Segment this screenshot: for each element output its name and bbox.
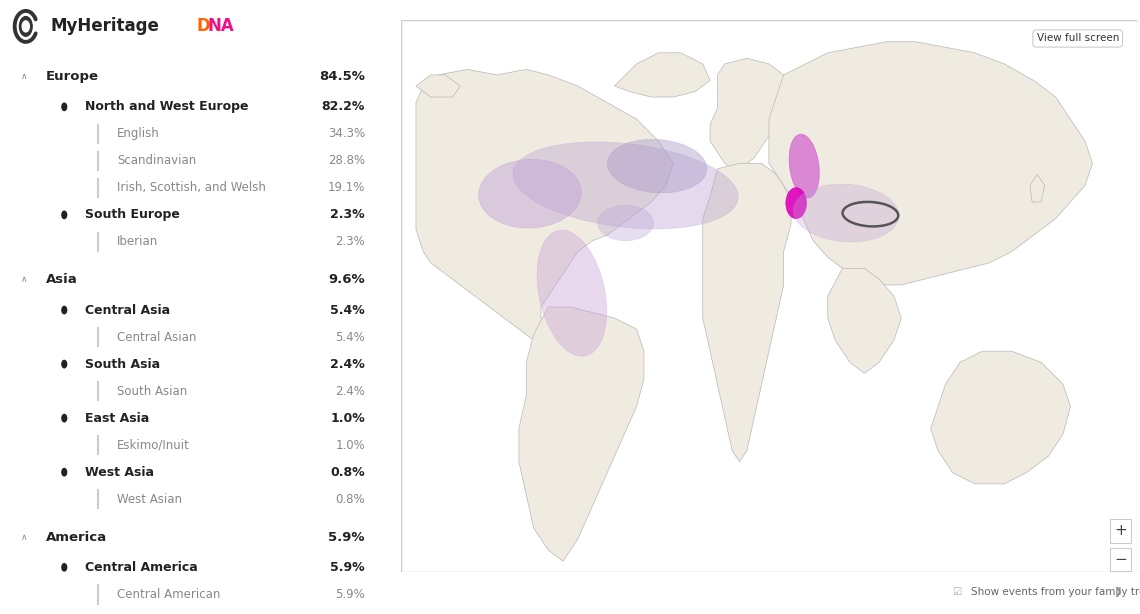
Polygon shape bbox=[930, 351, 1070, 484]
Text: Asia: Asia bbox=[46, 273, 78, 287]
Polygon shape bbox=[614, 53, 710, 97]
Text: ∧: ∧ bbox=[21, 533, 27, 542]
Polygon shape bbox=[768, 42, 1092, 285]
Ellipse shape bbox=[608, 139, 707, 193]
Text: West Asia: West Asia bbox=[86, 465, 154, 479]
Text: Central Asia: Central Asia bbox=[86, 303, 170, 317]
Ellipse shape bbox=[537, 230, 606, 356]
Circle shape bbox=[62, 211, 66, 219]
Ellipse shape bbox=[597, 205, 653, 241]
Text: 84.5%: 84.5% bbox=[319, 70, 365, 84]
Text: Central Asian: Central Asian bbox=[117, 330, 196, 344]
Polygon shape bbox=[1029, 174, 1044, 202]
Circle shape bbox=[22, 21, 30, 32]
Text: Central America: Central America bbox=[86, 561, 198, 574]
Text: ∧: ∧ bbox=[21, 72, 27, 81]
Text: 34.3%: 34.3% bbox=[328, 127, 365, 141]
Polygon shape bbox=[416, 69, 674, 340]
Circle shape bbox=[62, 103, 66, 111]
Circle shape bbox=[62, 564, 66, 571]
Text: Scandinavian: Scandinavian bbox=[117, 154, 196, 168]
Text: 2.4%: 2.4% bbox=[331, 357, 365, 371]
Ellipse shape bbox=[793, 184, 898, 242]
Text: 28.8%: 28.8% bbox=[328, 154, 365, 168]
Ellipse shape bbox=[513, 142, 739, 229]
Text: D: D bbox=[196, 17, 210, 36]
Text: ❯: ❯ bbox=[1114, 587, 1123, 597]
Text: 19.1%: 19.1% bbox=[327, 181, 365, 195]
Text: View full screen: View full screen bbox=[1036, 34, 1119, 44]
Text: 5.4%: 5.4% bbox=[335, 330, 365, 344]
Text: NA: NA bbox=[207, 17, 234, 36]
Text: 5.9%: 5.9% bbox=[335, 588, 365, 601]
Text: MyHeritage: MyHeritage bbox=[51, 17, 160, 36]
Text: 1.0%: 1.0% bbox=[331, 411, 365, 425]
Text: North and West Europe: North and West Europe bbox=[86, 100, 249, 114]
Text: Show events from your family tree: Show events from your family tree bbox=[971, 587, 1140, 597]
Text: 5.9%: 5.9% bbox=[331, 561, 365, 574]
Polygon shape bbox=[702, 163, 791, 462]
Text: ∧: ∧ bbox=[21, 276, 27, 284]
Text: South Asia: South Asia bbox=[86, 357, 161, 371]
Text: 9.6%: 9.6% bbox=[328, 273, 365, 287]
Text: 2.3%: 2.3% bbox=[331, 208, 365, 222]
Ellipse shape bbox=[789, 134, 820, 198]
Text: 2.3%: 2.3% bbox=[335, 235, 365, 249]
Text: Irish, Scottish, and Welsh: Irish, Scottish, and Welsh bbox=[117, 181, 266, 195]
Polygon shape bbox=[710, 58, 791, 169]
Text: South Europe: South Europe bbox=[86, 208, 180, 222]
Circle shape bbox=[62, 360, 66, 368]
Text: −: − bbox=[1114, 552, 1126, 567]
Text: ☑: ☑ bbox=[952, 587, 961, 597]
Text: East Asia: East Asia bbox=[86, 411, 149, 425]
Text: 0.8%: 0.8% bbox=[331, 465, 365, 479]
Text: English: English bbox=[117, 127, 160, 141]
Text: 2.4%: 2.4% bbox=[335, 384, 365, 398]
Text: 5.4%: 5.4% bbox=[331, 303, 365, 317]
Text: Eskimo/Inuit: Eskimo/Inuit bbox=[117, 438, 190, 452]
Text: +: + bbox=[1114, 523, 1126, 538]
Polygon shape bbox=[828, 268, 902, 373]
Text: 1.0%: 1.0% bbox=[335, 438, 365, 452]
Text: South Asian: South Asian bbox=[117, 384, 187, 398]
Text: 5.9%: 5.9% bbox=[328, 530, 365, 544]
Polygon shape bbox=[416, 75, 461, 97]
Text: Europe: Europe bbox=[46, 70, 99, 84]
Text: America: America bbox=[46, 530, 107, 544]
Text: Iberian: Iberian bbox=[117, 235, 158, 249]
Circle shape bbox=[19, 17, 32, 36]
Text: West Asian: West Asian bbox=[117, 492, 182, 506]
Ellipse shape bbox=[785, 188, 806, 219]
Text: Central American: Central American bbox=[117, 588, 220, 601]
Circle shape bbox=[62, 414, 66, 422]
Text: 0.8%: 0.8% bbox=[335, 492, 365, 506]
Ellipse shape bbox=[479, 160, 581, 228]
Circle shape bbox=[62, 306, 66, 314]
Circle shape bbox=[62, 468, 66, 476]
Text: 82.2%: 82.2% bbox=[321, 100, 365, 114]
Polygon shape bbox=[519, 307, 644, 561]
